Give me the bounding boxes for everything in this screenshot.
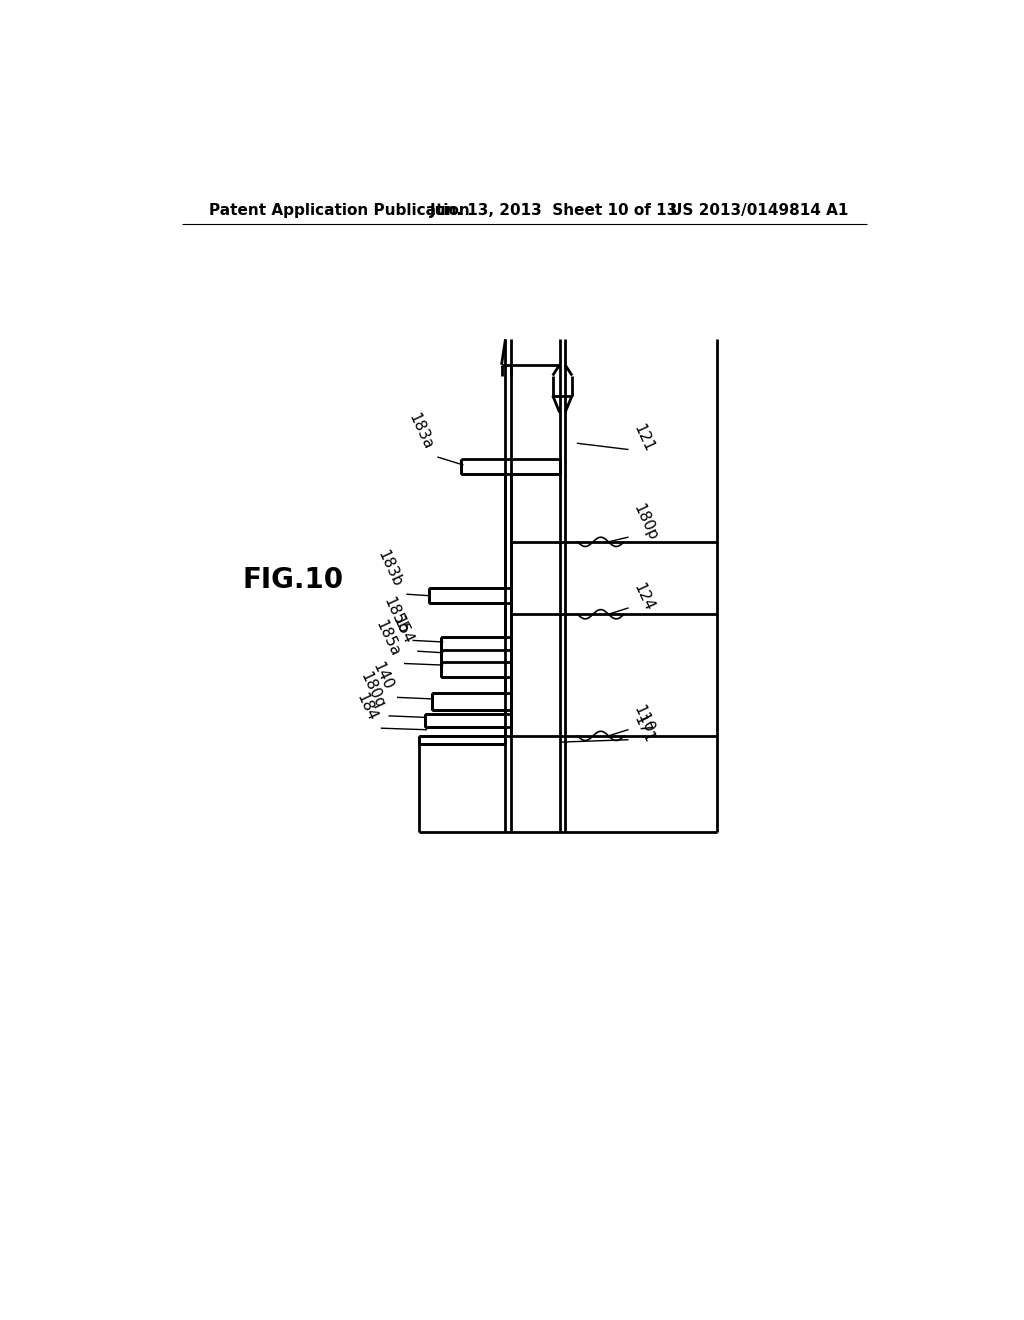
Text: 180p: 180p	[630, 502, 660, 543]
Text: FIG.10: FIG.10	[243, 566, 344, 594]
Text: 180q: 180q	[357, 671, 387, 711]
Text: 121: 121	[630, 422, 656, 455]
Text: 154: 154	[390, 614, 416, 647]
Text: 124: 124	[630, 581, 656, 614]
Text: 185a: 185a	[373, 618, 402, 659]
Text: 185b: 185b	[381, 594, 411, 636]
Text: US 2013/0149814 A1: US 2013/0149814 A1	[671, 203, 849, 218]
Text: Patent Application Publication: Patent Application Publication	[209, 203, 470, 218]
Text: Jun. 13, 2013  Sheet 10 of 13: Jun. 13, 2013 Sheet 10 of 13	[430, 203, 679, 218]
Text: 140: 140	[370, 660, 395, 693]
Text: 171: 171	[630, 713, 656, 744]
Text: 110: 110	[630, 702, 656, 735]
Text: 184: 184	[353, 692, 379, 723]
Text: 183a: 183a	[406, 412, 435, 453]
Text: 183b: 183b	[375, 548, 404, 590]
